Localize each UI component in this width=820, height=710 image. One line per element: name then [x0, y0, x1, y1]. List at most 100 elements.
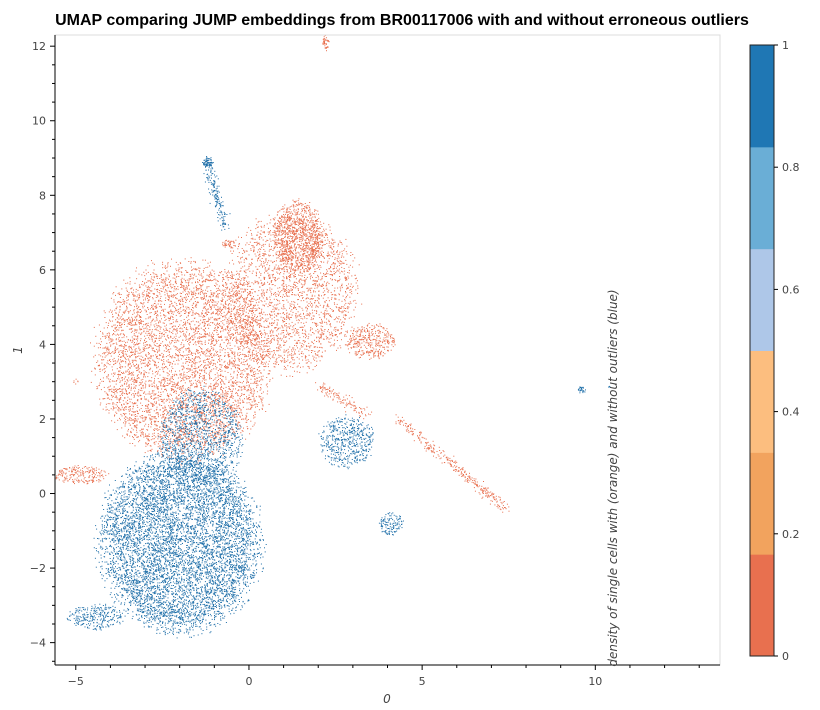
- point: [118, 292, 120, 294]
- point: [253, 399, 255, 401]
- point: [164, 278, 166, 280]
- point: [125, 345, 127, 347]
- point: [134, 411, 136, 413]
- point: [199, 352, 201, 354]
- point: [185, 311, 187, 313]
- point: [248, 337, 250, 339]
- point: [233, 285, 235, 287]
- point: [143, 302, 145, 304]
- point: [202, 329, 204, 331]
- point: [122, 391, 124, 393]
- point: [156, 285, 158, 286]
- point: [118, 370, 120, 372]
- point: [150, 278, 152, 280]
- point: [176, 330, 178, 332]
- point: [253, 358, 255, 360]
- point: [248, 358, 250, 360]
- point: [159, 321, 161, 323]
- point: [113, 389, 115, 391]
- point: [167, 295, 169, 297]
- point: [208, 274, 210, 276]
- point: [159, 350, 161, 352]
- point: [162, 424, 164, 426]
- point: [132, 299, 134, 301]
- point: [210, 392, 212, 394]
- point: [161, 437, 163, 439]
- point: [217, 355, 219, 357]
- point: [212, 439, 214, 441]
- point: [247, 377, 249, 378]
- point: [170, 376, 172, 378]
- point: [157, 314, 159, 316]
- point: [253, 375, 255, 377]
- point: [213, 344, 215, 346]
- point: [224, 395, 226, 397]
- point: [150, 402, 152, 404]
- point: [198, 361, 200, 363]
- point: [206, 440, 208, 442]
- point: [162, 363, 164, 365]
- point: [122, 378, 124, 380]
- point: [261, 408, 263, 410]
- point: [196, 385, 198, 387]
- point: [136, 427, 138, 429]
- point: [96, 362, 98, 363]
- point: [207, 359, 209, 360]
- point: [168, 415, 170, 416]
- point: [115, 312, 117, 314]
- point: [185, 335, 187, 337]
- point: [215, 301, 217, 303]
- point: [124, 407, 126, 409]
- point: [217, 297, 219, 299]
- point: [175, 418, 177, 420]
- point: [125, 408, 127, 410]
- point: [163, 379, 165, 381]
- point: [211, 425, 213, 427]
- point: [134, 330, 136, 332]
- point: [117, 325, 118, 327]
- point: [251, 319, 253, 321]
- point: [148, 316, 150, 318]
- point: [220, 388, 222, 390]
- point: [214, 273, 216, 275]
- point: [237, 354, 238, 356]
- point: [147, 393, 149, 395]
- point: [198, 336, 200, 338]
- point: [90, 342, 91, 344]
- point: [186, 403, 188, 405]
- point: [106, 347, 108, 349]
- point: [177, 321, 179, 323]
- point: [228, 322, 230, 324]
- point: [210, 393, 212, 395]
- point: [119, 340, 121, 342]
- point: [224, 366, 225, 367]
- point: [187, 364, 189, 366]
- point: [237, 357, 239, 359]
- point: [173, 381, 175, 383]
- point: [199, 284, 201, 286]
- point: [144, 419, 146, 421]
- point: [120, 339, 122, 341]
- point: [164, 418, 165, 420]
- point: [252, 301, 254, 302]
- point: [201, 297, 203, 299]
- point: [212, 295, 214, 297]
- point: [256, 359, 258, 361]
- point: [240, 341, 242, 343]
- point: [140, 372, 142, 374]
- point: [210, 300, 211, 302]
- point: [157, 361, 159, 363]
- point: [124, 425, 126, 427]
- point: [159, 278, 161, 279]
- point: [161, 360, 163, 361]
- point: [205, 267, 207, 268]
- point: [150, 280, 152, 282]
- point: [98, 385, 100, 387]
- point: [170, 388, 172, 389]
- point: [148, 384, 150, 386]
- point: [151, 329, 153, 331]
- point: [172, 402, 174, 403]
- point: [160, 326, 162, 328]
- point: [159, 436, 161, 438]
- point: [223, 439, 225, 440]
